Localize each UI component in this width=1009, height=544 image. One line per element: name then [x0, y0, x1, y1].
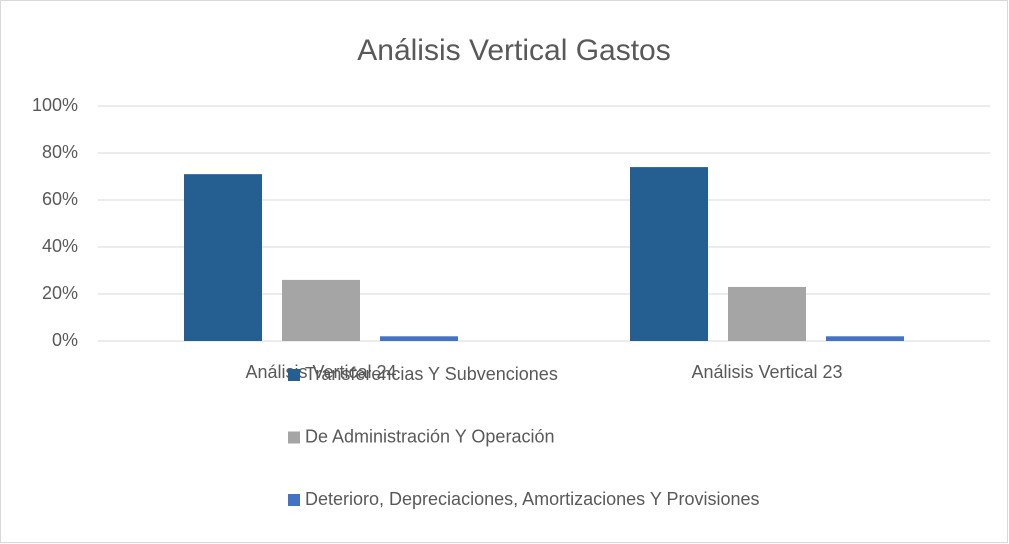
- bar: [184, 174, 262, 341]
- chart-title: Análisis Vertical Gastos: [357, 34, 670, 67]
- y-tick-label: 0%: [52, 330, 78, 350]
- legend-label: De Administración Y Operación: [305, 426, 554, 446]
- bar: [826, 336, 904, 341]
- x-tick-label: Análisis Vertical 23: [691, 362, 842, 382]
- x-tick-label: Análisis Vertical 24: [245, 362, 396, 382]
- y-tick-label: 40%: [42, 236, 78, 256]
- y-tick-label: 80%: [42, 142, 78, 162]
- legend-swatch: [288, 494, 300, 506]
- y-tick-label: 100%: [32, 95, 78, 115]
- bar: [282, 279, 360, 341]
- legend-swatch: [288, 369, 300, 381]
- bar: [380, 336, 458, 341]
- bar: [630, 167, 708, 341]
- y-tick-label: 20%: [42, 283, 78, 303]
- legend-label: Transferencias Y Subvenciones: [305, 364, 558, 384]
- bar: [728, 286, 806, 341]
- legend-swatch: [288, 431, 300, 444]
- y-tick-label: 60%: [42, 189, 78, 209]
- legend-label: Deterioro, Depreciaciones, Amortizacione…: [305, 489, 760, 509]
